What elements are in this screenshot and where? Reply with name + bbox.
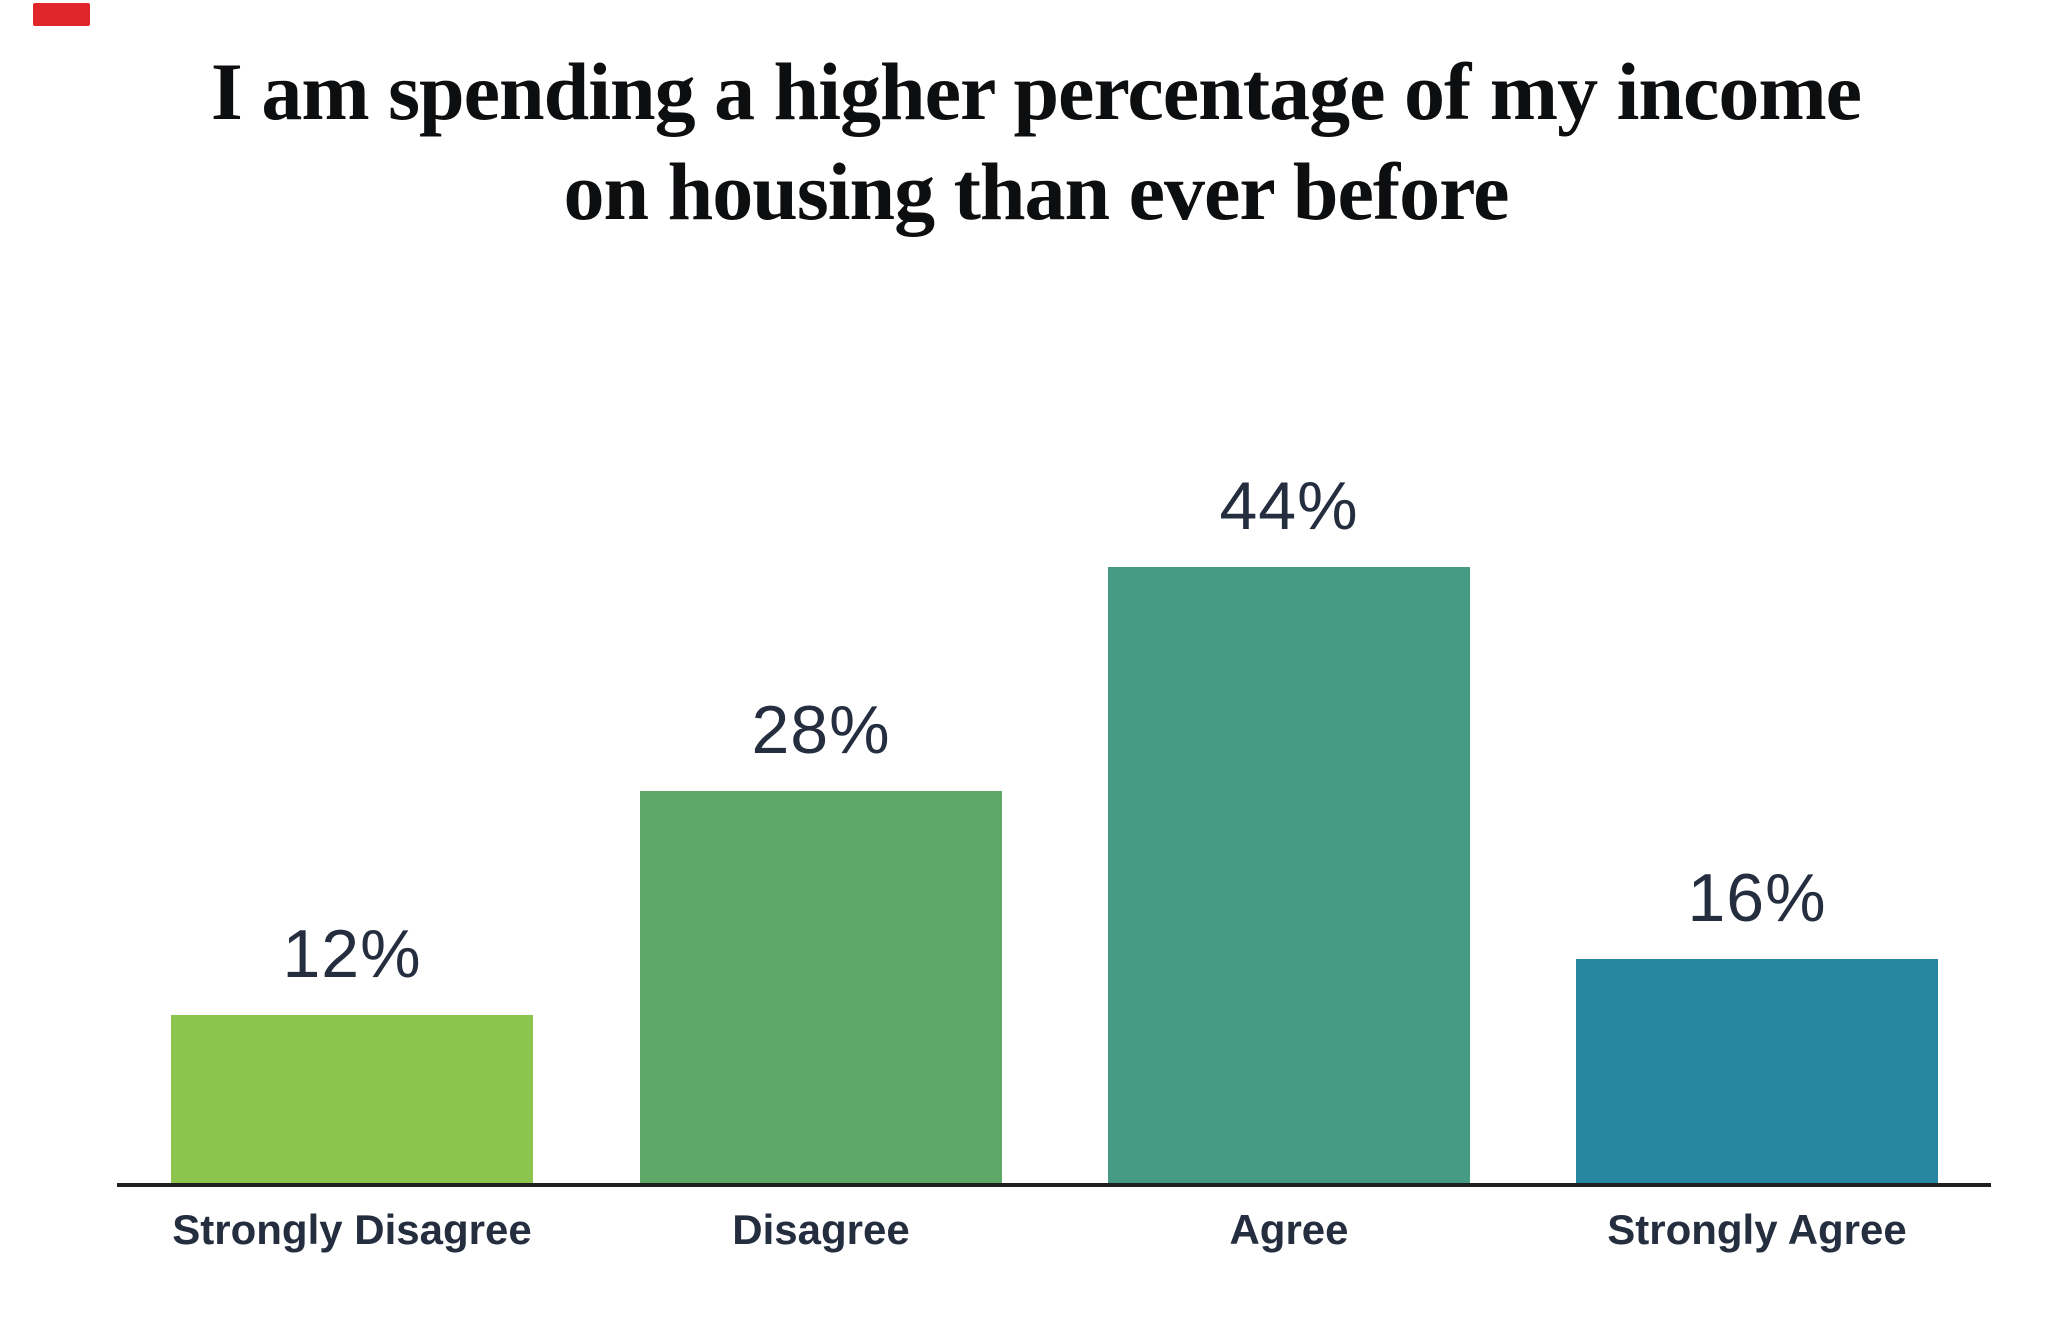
- bar-group: 16% Strongly Agree: [1576, 0, 1938, 1326]
- bar-group: 44% Agree: [1108, 0, 1470, 1326]
- bar-value-label: 12%: [282, 916, 422, 992]
- bar-category-label: Agree: [1229, 1206, 1349, 1253]
- bar-value-label: 28%: [751, 692, 891, 768]
- bar-category-label: Strongly Disagree: [172, 1206, 532, 1253]
- bar-category-label: Strongly Agree: [1607, 1206, 1907, 1253]
- chart-title-line-1: I am spending a higher percentage of my …: [210, 46, 1862, 137]
- bar-category-label: Disagree: [732, 1206, 910, 1253]
- bar-group: 28% Disagree: [640, 0, 1002, 1326]
- bar-group: 12% Strongly Disagree: [171, 0, 533, 1326]
- chart-title-line-2: on housing than ever before: [563, 146, 1510, 237]
- bar-value-label: 44%: [1219, 468, 1359, 544]
- x-axis-line: [117, 1183, 1991, 1187]
- bar: [1108, 567, 1470, 1183]
- bar-value-label: 16%: [1687, 860, 1827, 936]
- bar: [171, 1015, 533, 1183]
- bar: [640, 791, 1002, 1183]
- chart-title: I am spending a higher percentage of my …: [0, 42, 2072, 242]
- bar: [1576, 959, 1938, 1183]
- red-logo-mark: [33, 3, 90, 26]
